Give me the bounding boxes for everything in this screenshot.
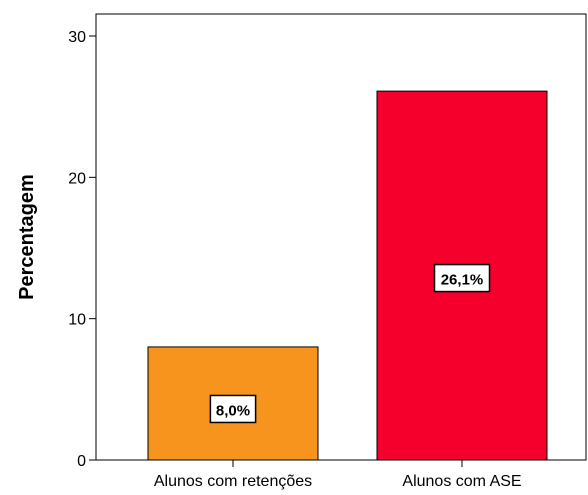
data-label: 8,0%	[216, 402, 250, 419]
data-label-box	[209, 394, 257, 424]
data-label: 26,1%	[441, 272, 484, 289]
y-tick-label: 10	[68, 312, 86, 329]
x-tick-label: Alunos com retenções	[154, 473, 312, 490]
y-tick-label: 20	[68, 170, 86, 187]
y-axis-title: Percentagem	[16, 174, 38, 300]
data-label-box	[433, 263, 491, 293]
y-tick-label: 0	[77, 453, 86, 470]
x-tick-label: Alunos com ASE	[402, 473, 521, 490]
y-tick-label: 30	[68, 29, 86, 46]
